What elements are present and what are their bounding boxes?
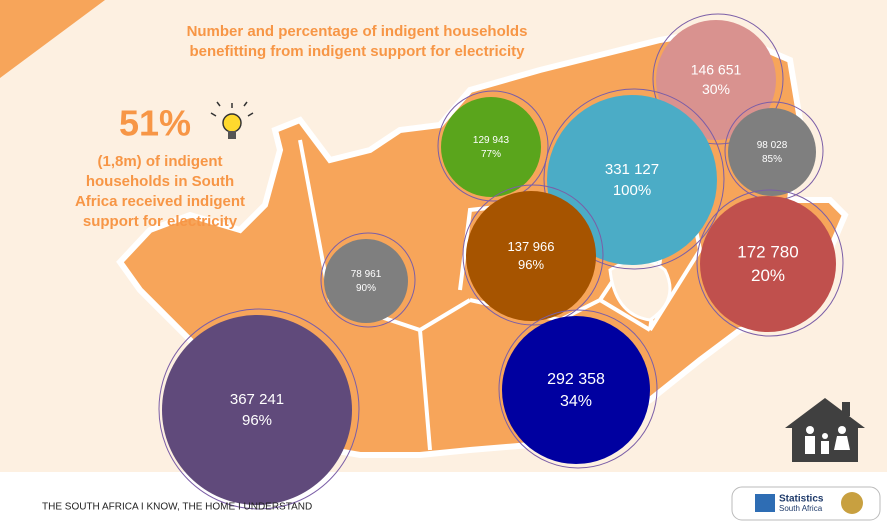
highlight-line: households in South [86, 173, 234, 190]
bubble-count: 172 780 [737, 242, 798, 261]
bubble-count: 146 651 [691, 62, 742, 78]
highlight-line: support for electricity [83, 213, 238, 230]
bubble-count: 331 127 [605, 161, 659, 178]
bubble-ring [652, 13, 784, 145]
bubble-ring [320, 232, 416, 328]
highlight-line: (1,8m) of indigent [98, 153, 223, 170]
logo-text: Statistics [779, 494, 824, 505]
bubble-count: 137 966 [508, 239, 555, 254]
bubble [441, 97, 541, 197]
bubble-ring [158, 308, 360, 510]
bubble-count: 129 943 [473, 135, 510, 146]
corner-triangle [0, 0, 105, 78]
bubble [656, 20, 776, 140]
bubble [700, 196, 836, 332]
bubble-percent: 100% [613, 182, 651, 199]
bubble-ring [462, 184, 604, 326]
highlight-line: Africa received indigent [75, 193, 245, 210]
logo: Statistics South Africa [731, 486, 881, 521]
bubble-percent: 96% [242, 412, 272, 429]
bubble-percent: 77% [481, 149, 501, 160]
bubble-percent: 34% [560, 393, 592, 410]
bubble-percent: 85% [762, 154, 782, 165]
bubble-ring [696, 189, 844, 337]
bubble-count: 78 961 [351, 269, 382, 280]
bubble [547, 95, 717, 265]
house-icon [785, 398, 865, 462]
bubble [162, 315, 352, 505]
bubble-percent: 30% [702, 81, 730, 97]
bubble [728, 108, 816, 196]
title: benefitting from indigent support for el… [189, 43, 525, 60]
logo-text: South Africa [779, 504, 823, 513]
bubble-percent: 90% [356, 283, 376, 294]
bubble-percent: 96% [518, 257, 544, 272]
bubble [466, 191, 596, 321]
title: Number and percentage of indigent househ… [187, 23, 528, 40]
bubble-count: 98 028 [757, 140, 788, 151]
bubble-count: 367 241 [230, 391, 284, 408]
bubble-ring [498, 309, 658, 469]
bubble [502, 316, 650, 464]
bubble-count: 292 358 [547, 371, 605, 388]
bubble-ring [437, 90, 549, 202]
bubble-percent: 20% [751, 266, 785, 285]
bubble-ring [543, 88, 725, 270]
footer-slogan: THE SOUTH AFRICA I KNOW, THE HOME I UNDE… [42, 502, 312, 513]
bubbles: 146 651 30% 98 028 85% 129 943 77% 331 127 100%… [158, 13, 844, 510]
headline-percent: 51% [119, 103, 191, 144]
highlight-text: (1,8m) of indigent households in South Afr… [75, 153, 245, 230]
bulb-icon [210, 101, 254, 139]
bubble [324, 239, 408, 323]
